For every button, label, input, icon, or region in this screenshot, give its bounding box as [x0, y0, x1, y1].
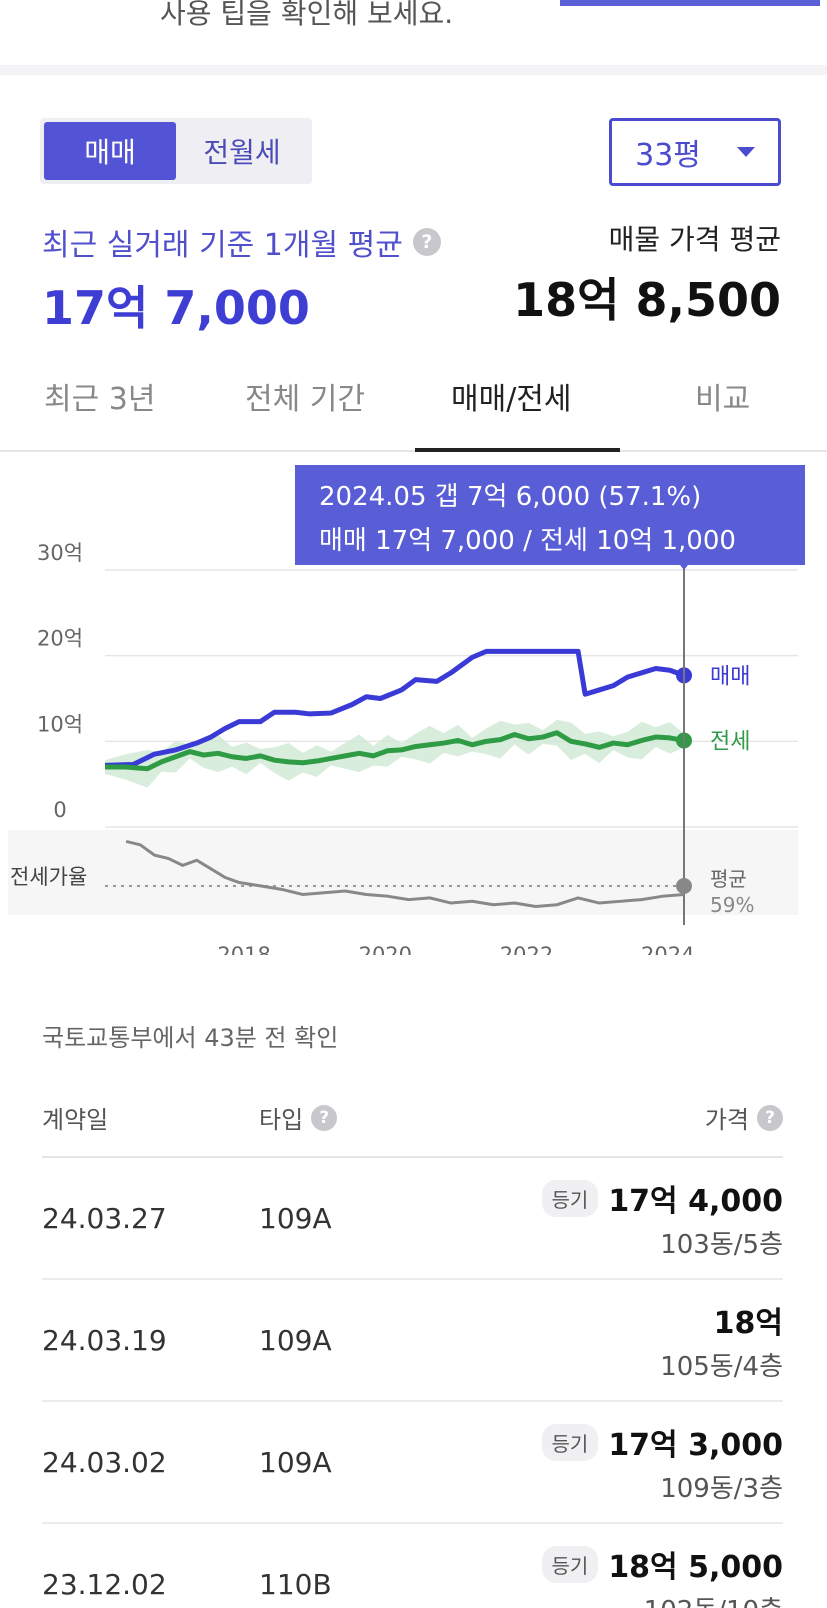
ratio-series-label: 전세가율 [10, 865, 87, 889]
source-note: 국토교통부에서 43분 전 확인 [42, 1024, 339, 1052]
chart-period-tabs: 최근 3년 전체 기간 매매/전세 비교 [0, 360, 827, 452]
table-row[interactable]: 23.12.02 110B 등기 18억 5,000 102동/10층 [42, 1524, 783, 1608]
recent-avg-value: 17억 7,000 [42, 281, 310, 335]
help-icon[interactable]: ? [412, 228, 441, 256]
registered-badge: 등기 [541, 1179, 599, 1217]
transaction-table: 계약일 타입 ? 가격 ? 24.03.27 109A 등기 17억 4,000… [42, 1082, 783, 1608]
toggle-rent-button[interactable]: 전월세 [203, 136, 281, 169]
row-type: 109A [259, 1202, 332, 1235]
row-date: 23.12.02 [42, 1568, 167, 1601]
recent-avg-label-text: 최근 실거래 기준 1개월 평균 [42, 228, 403, 263]
x-tick-label: 2020 [359, 943, 412, 955]
x-tick-label: 2022 [500, 943, 553, 955]
y-tick-label: 20억 [37, 627, 83, 651]
y-tick-label: 30억 [37, 541, 83, 565]
area-dropdown-value: 33평 [635, 138, 701, 173]
sale-series-label: 매매 [710, 664, 750, 689]
ratio-avg-value: 59% [710, 893, 754, 917]
table-row[interactable]: 24.03.02 109A 등기 17억 3,000 109동/3층 [42, 1402, 783, 1524]
jeonse-series-line [105, 730, 685, 772]
row-price: 등기 17억 4,000 [541, 1176, 783, 1220]
row-price-value: 18억 [713, 1306, 783, 1341]
deal-type-toggle: 매매 전월세 [40, 118, 312, 184]
row-type: 110B [259, 1568, 332, 1601]
row-unit: 102동/10층 [644, 1590, 783, 1608]
help-icon[interactable]: ? [311, 1104, 338, 1131]
row-type: 109A [259, 1324, 332, 1357]
header-date: 계약일 [42, 1106, 109, 1134]
y-tick-label: 0 [53, 798, 66, 822]
sale-series-line [104, 648, 685, 768]
row-type: 109A [259, 1446, 332, 1479]
tab-sale-rent[interactable]: 매매/전세 [451, 382, 572, 417]
jeonse-series-label: 전세 [710, 729, 750, 754]
tooltip-line-gap: 2024.05 갭 7억 6,000 (57.1%) [319, 482, 702, 512]
row-unit: 103동/5층 [660, 1230, 783, 1260]
recent-avg-label: 최근 실거래 기준 1개월 평균 ? [42, 220, 441, 264]
listing-avg-label: 매물 가격 평균 [608, 223, 781, 256]
caret-down-icon [736, 147, 755, 157]
ratio-series-line [125, 839, 685, 908]
active-tab-indicator [415, 448, 620, 452]
tab-compare[interactable]: 비교 [695, 382, 751, 417]
top-banner: 사용 팁을 확인해 보세요. [0, 0, 827, 75]
row-unit: 105동/4층 [660, 1352, 783, 1382]
row-unit: 109동/3층 [660, 1474, 783, 1504]
area-dropdown[interactable]: 33평 [609, 118, 781, 186]
ratio-avg-label: 평균 [710, 867, 747, 891]
row-price: 18억 [714, 1298, 783, 1342]
chart-tooltip: 2024.05 갭 7억 6,000 (57.1%) 매매 17억 7,000 … [295, 465, 805, 565]
tab-recent-3y[interactable]: 최근 3년 [44, 382, 156, 417]
table-header: 계약일 타입 ? 가격 ? [42, 1082, 783, 1158]
row-date: 24.03.02 [42, 1446, 167, 1479]
row-price: 등기 17억 3,000 [541, 1420, 783, 1464]
registered-badge: 등기 [541, 1545, 599, 1583]
x-tick-label: 2024 [641, 943, 694, 955]
header-type-label: 타입 [259, 1106, 304, 1134]
table-row[interactable]: 24.03.27 109A 등기 17억 4,000 103동/5층 [42, 1158, 783, 1280]
header-price-label: 가격 [704, 1106, 749, 1134]
row-price: 등기 18억 5,000 [541, 1542, 783, 1586]
toggle-sale-button[interactable]: 매매 [44, 122, 176, 180]
listing-avg-value: 18억 8,500 [513, 273, 781, 327]
registered-badge: 등기 [541, 1423, 599, 1461]
top-banner-text: 사용 팁을 확인해 보세요. [160, 0, 454, 30]
help-icon[interactable]: ? [757, 1104, 783, 1131]
row-price-value: 17억 4,000 [608, 1184, 783, 1219]
top-banner-accent [560, 0, 820, 6]
tooltip-line-prices: 매매 17억 7,000 / 전세 10억 1,000 [319, 526, 736, 556]
row-date: 24.03.27 [42, 1202, 167, 1235]
table-row[interactable]: 24.03.19 109A 18억 105동/4층 [42, 1280, 783, 1402]
ratio-end-point [676, 878, 692, 894]
row-price-value: 17억 3,000 [608, 1428, 783, 1463]
header-type: 타입 ? [259, 1100, 338, 1135]
header-price: 가격 ? [705, 1100, 783, 1135]
x-tick-label: 2018 [217, 943, 270, 955]
y-tick-label: 10억 [37, 712, 83, 736]
tab-all-period[interactable]: 전체 기간 [245, 382, 365, 417]
row-date: 24.03.19 [42, 1324, 167, 1357]
row-price-value: 18억 5,000 [608, 1550, 783, 1585]
